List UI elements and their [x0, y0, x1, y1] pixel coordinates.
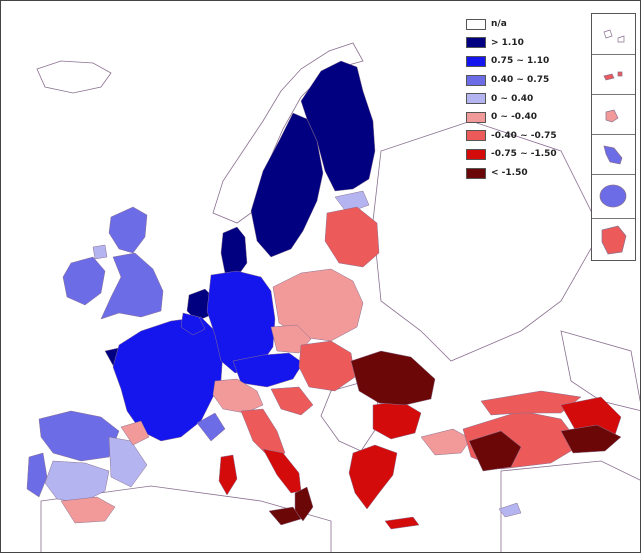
sweden — [250, 112, 324, 258]
belgium — [180, 312, 206, 336]
north-africa — [40, 485, 332, 552]
legend-item: > 1.10 — [466, 34, 576, 53]
turkey-black-sea — [480, 390, 582, 416]
spain-catalonia — [120, 420, 150, 446]
legend-item: n/a — [466, 15, 576, 34]
legend-label: 0 ~ 0.40 — [491, 93, 534, 104]
portugal-north — [26, 452, 48, 498]
spain-andalusia — [60, 496, 116, 524]
turkey-northwest — [420, 428, 472, 456]
russia-belarus-ukraine — [372, 120, 602, 362]
legend-label: -0.40 ~ -0.75 — [491, 130, 557, 141]
sardinia — [218, 454, 238, 496]
south-france-east — [196, 412, 226, 442]
spain-central — [44, 460, 110, 504]
italy-south — [262, 448, 302, 494]
inset-madeira — [592, 54, 635, 95]
legend-swatch — [466, 167, 486, 179]
denmark — [220, 226, 248, 278]
latvia-lithuania — [324, 206, 380, 268]
legend-item: 0 ~ 0.40 — [466, 89, 576, 108]
legend-swatch — [466, 130, 486, 142]
legend-label: 0.40 ~ 0.75 — [491, 75, 550, 86]
croatia-slovenia — [270, 386, 314, 416]
northern-ireland — [92, 244, 108, 260]
legend-swatch — [466, 74, 486, 86]
class-0-to-minus-0-40 — [60, 268, 472, 524]
map-legend: n/a > 1.10 0.75 ~ 1.10 0.40 ~ 0.75 0 ~ 0.40 0… — [466, 15, 576, 182]
spain-northwest — [38, 410, 120, 462]
class-0-40-to-0-75 — [26, 206, 226, 498]
estonia — [334, 190, 370, 214]
caucasus — [560, 330, 640, 411]
inset-canary-islands — [592, 14, 635, 55]
inset-azores — [592, 94, 635, 135]
cyprus — [498, 502, 522, 518]
legend-item: 0 ~ -0.40 — [466, 108, 576, 127]
legend-swatch — [466, 111, 486, 123]
background-land — [36, 60, 640, 552]
legend-label: -0.75 ~ -1.50 — [491, 149, 557, 160]
austria-bavaria — [232, 352, 304, 388]
greece — [348, 444, 398, 510]
northern-italy — [212, 378, 264, 414]
legend-item: 0.40 ~ 0.75 — [466, 71, 576, 90]
spain-east — [108, 436, 148, 488]
class-below-minus-1-50 — [268, 350, 622, 526]
crete — [384, 516, 420, 530]
class-0-to-0-40 — [44, 190, 522, 518]
slovakia-hungary — [298, 340, 356, 392]
romania — [350, 350, 436, 406]
finland — [300, 60, 376, 192]
legend-label: n/a — [491, 19, 507, 30]
class-0-75-to-1-10 — [112, 270, 304, 442]
legend-label: > 1.10 — [491, 37, 524, 48]
iceland — [36, 60, 112, 94]
italy-central — [240, 408, 286, 460]
turkey-southeast — [560, 424, 622, 454]
inset-martinique — [592, 134, 635, 175]
legend-swatch — [466, 37, 486, 49]
sicily — [268, 506, 302, 526]
ireland — [62, 256, 106, 306]
legend-item: 0.75 ~ 1.10 — [466, 52, 576, 71]
bulgaria — [372, 400, 422, 440]
legend-item: -0.40 ~ -0.75 — [466, 127, 576, 146]
turkey-inner — [468, 430, 522, 472]
legend-label: 0 ~ -0.40 — [491, 112, 538, 123]
overseas-insets — [591, 13, 636, 261]
middle-east — [500, 460, 640, 552]
scotland — [108, 206, 148, 254]
legend-label: < -1.50 — [491, 168, 528, 179]
calabria — [294, 486, 314, 522]
inset-french-guiana — [592, 218, 635, 260]
legend-label: 0.75 ~ 1.10 — [491, 56, 550, 67]
legend-item: < -1.50 — [466, 164, 576, 183]
legend-swatch — [466, 93, 486, 105]
inset-reunion — [592, 174, 635, 219]
legend-swatch — [466, 55, 486, 67]
legend-swatch — [466, 18, 486, 30]
legend-item: -0.75 ~ -1.50 — [466, 145, 576, 164]
england-wales — [100, 252, 164, 320]
legend-swatch — [466, 148, 486, 160]
